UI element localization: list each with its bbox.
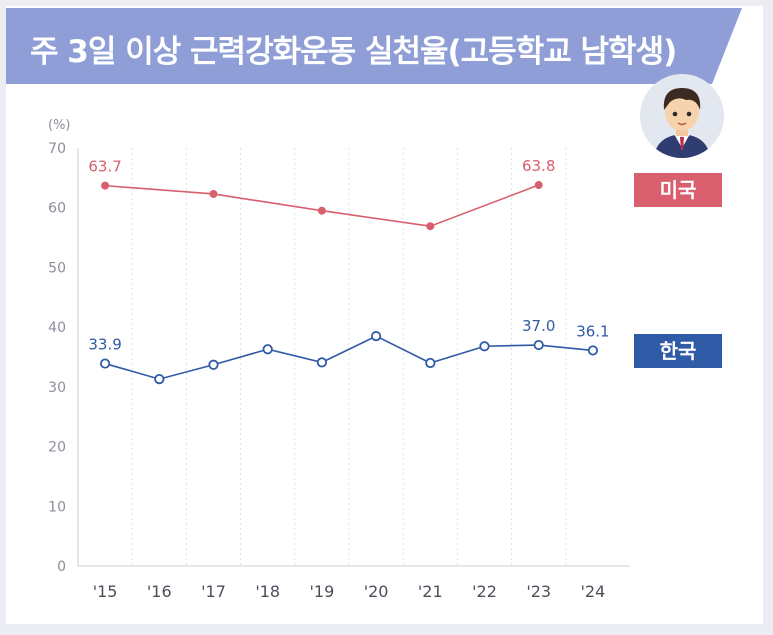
series-line-us [105, 184, 539, 228]
series-line-korea [104, 335, 593, 380]
data-point-korea [316, 357, 327, 368]
x-tick-label: '22 [472, 582, 497, 601]
data-label-korea: 37.0 [522, 317, 555, 335]
data-point-korea [370, 330, 382, 342]
data-label-us: 63.7 [88, 158, 121, 176]
y-tick-label: 40 [48, 320, 66, 336]
y-tick-label: 30 [48, 380, 66, 396]
series-layer: 63.7 63.8 33.9 37.0 36.1 [88, 157, 610, 385]
y-tick-label: 50 [48, 260, 66, 276]
x-tick-label: '23 [526, 582, 551, 601]
data-point-us [426, 222, 435, 231]
y-tick-label: 60 [48, 201, 66, 217]
data-point-us [317, 206, 326, 215]
data-point-korea [425, 357, 436, 369]
legend-us: 미국 [634, 173, 722, 207]
title-banner: 주 3일 이상 근력강화운동 실천율(고등학교 남학생) [6, 8, 742, 84]
data-point-us [209, 189, 218, 198]
legend-korea: 한국 [634, 334, 722, 368]
y-tick-label: 20 [48, 440, 66, 456]
data-label-korea: 36.1 [576, 322, 609, 340]
data-point-korea [100, 358, 111, 369]
x-tick-label: '21 [418, 582, 443, 601]
data-label-us: 63.8 [522, 157, 555, 175]
x-tick-label: '20 [364, 582, 389, 601]
data-point-korea [154, 373, 165, 385]
x-tick-label: '24 [581, 582, 606, 601]
x-tick-label: '16 [147, 582, 172, 601]
student-avatar-icon [640, 74, 724, 158]
grid-layer [131, 148, 567, 566]
y-tick-label: 70 [48, 141, 66, 157]
x-tick-label: '15 [93, 582, 118, 601]
data-point-us [101, 181, 110, 190]
x-tick-label: '18 [255, 582, 280, 601]
x-tick-label: '19 [310, 582, 335, 601]
y-tick-label: 0 [57, 559, 66, 575]
y-tick-label: 10 [48, 499, 66, 515]
chart-title: 주 3일 이상 근력강화운동 실천율(고등학교 남학생) [30, 34, 677, 70]
x-tick-label: '17 [201, 582, 226, 601]
data-point-us [534, 181, 543, 190]
data-label-korea: 33.9 [88, 336, 121, 354]
data-point-korea [533, 339, 544, 351]
data-point-korea [208, 359, 219, 370]
y-axis-unit: (%) [48, 118, 71, 133]
data-point-korea [262, 344, 273, 355]
data-point-korea [587, 345, 599, 356]
data-point-korea [479, 341, 490, 352]
axis-layer: 0 10 20 30 40 50 60 70 '15 '16 '17 '18 '19 '20 '21 '22 '… [48, 141, 630, 601]
